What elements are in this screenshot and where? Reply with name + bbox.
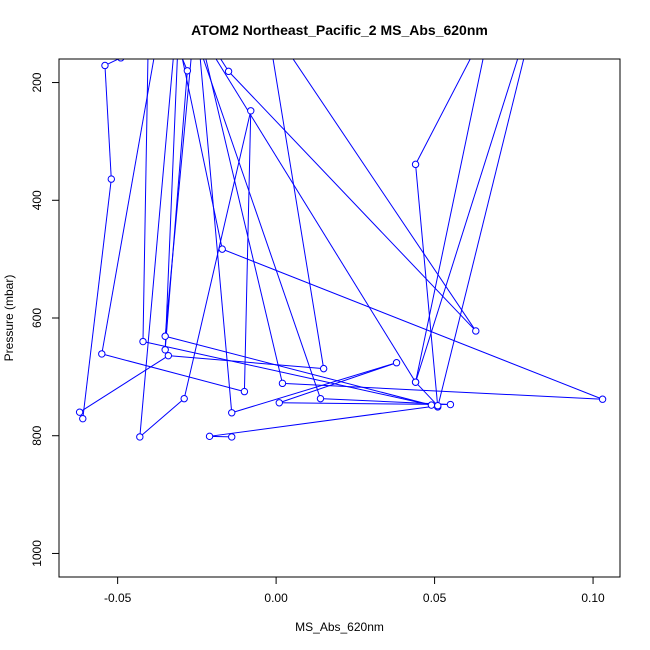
y-tick-label: 800 — [30, 425, 44, 445]
data-point — [79, 414, 87, 423]
chart-title: ATOM2 Northeast_Pacific_2 MS_Abs_620nm — [191, 22, 488, 38]
series-segment — [228, 71, 477, 332]
data-point — [180, 394, 188, 403]
series-segment — [282, 382, 603, 400]
series-segment — [202, 59, 321, 399]
series-segment — [142, 59, 149, 342]
y-axis-title: Pressure (mbar) — [2, 275, 16, 362]
series-segment — [101, 59, 155, 354]
y-tick-label: 400 — [30, 190, 44, 210]
data-point — [101, 61, 109, 70]
x-tick-label: -0.05 — [104, 591, 132, 605]
data-point — [107, 175, 115, 183]
series-segment — [101, 353, 245, 393]
series-segment — [199, 59, 233, 413]
x-tick-label: 0.10 — [581, 591, 605, 605]
y-tick-label: 600 — [30, 308, 44, 328]
y-axis: 200 400 600 800 1000 — [30, 72, 59, 567]
data-point — [75, 408, 84, 416]
y-tick-label: 200 — [30, 72, 44, 92]
series-segment — [139, 398, 185, 438]
series-layer — [75, 15, 607, 441]
data-point — [434, 402, 442, 410]
series-segment — [231, 362, 397, 414]
data-point — [224, 67, 233, 76]
series-segment — [215, 59, 416, 383]
data-point — [228, 409, 236, 417]
data-point — [411, 160, 420, 169]
series-segment — [415, 381, 439, 407]
y-tick-label: 1000 — [30, 540, 44, 567]
data-point — [228, 433, 236, 441]
series-segment — [279, 362, 397, 404]
data-point — [446, 400, 455, 409]
data-point — [316, 394, 325, 403]
data-point — [319, 364, 328, 373]
series-segment — [437, 59, 525, 408]
x-axis-title: MS_Abs_620nm — [295, 620, 384, 634]
series-segment — [139, 59, 174, 437]
data-point — [427, 401, 436, 409]
data-point — [247, 107, 255, 115]
data-point — [218, 245, 226, 253]
series-segment — [279, 402, 451, 406]
data-point — [136, 433, 144, 441]
series-segment — [209, 405, 438, 437]
series-segment — [272, 59, 325, 369]
series-segment — [205, 59, 283, 384]
data-point — [161, 346, 169, 354]
data-point — [240, 387, 249, 396]
data-point — [117, 59, 125, 62]
data-point — [98, 350, 106, 358]
x-tick-label: 0.05 — [423, 591, 447, 605]
data-point — [164, 351, 173, 360]
data-point — [205, 432, 214, 441]
series-segment — [82, 179, 112, 419]
data-point — [411, 378, 420, 386]
data-point — [278, 379, 287, 388]
series-segment — [292, 59, 477, 332]
series-segment — [182, 59, 188, 71]
series-segment — [164, 70, 188, 350]
series-segment — [142, 341, 432, 406]
data-point — [275, 399, 283, 407]
series-segment — [222, 248, 603, 400]
series-segment — [165, 335, 432, 406]
series-segment — [415, 164, 439, 407]
data-point — [139, 337, 147, 346]
series-segment — [243, 110, 252, 392]
data-point — [488, 15, 494, 21]
series-segment — [164, 59, 192, 337]
series-segment — [181, 59, 223, 250]
x-tick-label: 0.00 — [264, 591, 288, 605]
series-segment — [79, 355, 169, 413]
data-point — [392, 359, 401, 367]
series-segment — [415, 59, 471, 165]
series-segment — [415, 59, 519, 383]
data-point — [598, 395, 607, 403]
data-point — [161, 332, 169, 340]
data-point — [183, 67, 192, 75]
series-segment — [164, 59, 178, 350]
series-segment — [104, 65, 112, 180]
x-axis: -0.05 0.00 0.05 0.10 — [104, 577, 605, 605]
series-segment — [168, 355, 324, 370]
data-point — [472, 327, 480, 335]
series-segment — [415, 59, 484, 383]
